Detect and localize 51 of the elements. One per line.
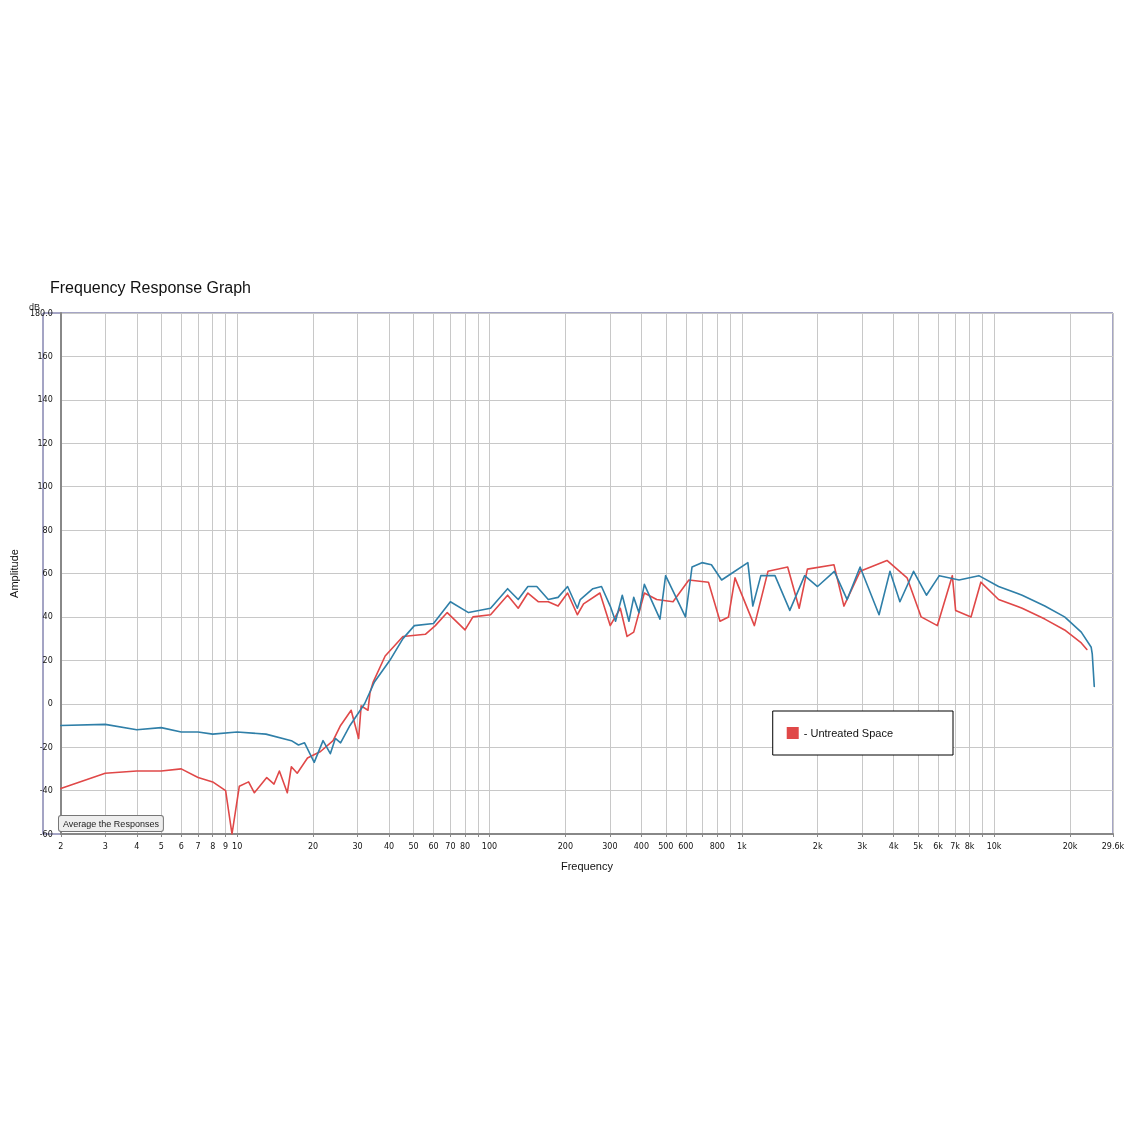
x-tick-label: 4 xyxy=(134,841,140,851)
x-tick-label: 10 xyxy=(232,841,243,851)
x-tick-label: 400 xyxy=(633,841,650,851)
chart-title: Frequency Response Graph xyxy=(50,278,251,296)
x-tick-label: 10k xyxy=(986,841,1002,851)
x-tick-label: 6k xyxy=(933,841,944,851)
x-tick-label: 60 xyxy=(428,841,439,851)
y-tick-label: 140 xyxy=(37,395,53,405)
x-tick-label: 2 xyxy=(58,841,64,851)
y-tick-label: -60 xyxy=(39,829,53,839)
x-tick-label: 1k xyxy=(736,841,747,851)
x-tick-label: 8 xyxy=(210,841,216,851)
x-tick-label: 200 xyxy=(557,841,574,851)
y-tick-label: 160 xyxy=(37,351,53,361)
x-tick-label: 20k xyxy=(1062,841,1078,851)
x-tick-label: 600 xyxy=(678,841,694,851)
x-tick-label: 20 xyxy=(308,841,319,851)
x-tick-label: 4k xyxy=(888,841,899,851)
x-tick-label: 6 xyxy=(178,841,184,851)
x-tick-label: 300 xyxy=(602,841,618,851)
y-axis-title: Amplitude xyxy=(7,549,20,598)
x-tick-label: 5k xyxy=(913,841,924,851)
x-tick-label: 7 xyxy=(195,841,201,851)
x-tick-label: 5 xyxy=(158,841,164,851)
x-tick-label: 9 xyxy=(223,841,229,851)
x-tick-label: 30 xyxy=(352,841,363,851)
annotation: Average the Responses xyxy=(63,818,160,829)
x-tick-label: 29.6k xyxy=(1101,841,1125,851)
x-axis-title: Frequency xyxy=(560,859,614,872)
y-tick-label: 40 xyxy=(42,612,53,622)
x-tick-label: 8k xyxy=(964,841,975,851)
legend-label: - Untreated Space xyxy=(803,727,894,739)
y-tick-label: 60 xyxy=(42,569,53,578)
x-tick-label: 3 xyxy=(102,841,108,851)
x-tick-label: 40 xyxy=(383,841,395,851)
y-tick-label: 20 xyxy=(42,655,53,665)
x-tick-label: 800 xyxy=(709,841,725,851)
y-tick-label: 120 xyxy=(37,438,53,448)
x-tick-label: 3k xyxy=(857,841,868,851)
y-tick-label: -20 xyxy=(39,742,53,752)
x-tick-label: 500 xyxy=(658,841,674,851)
x-tick-label: 7k xyxy=(950,841,961,851)
y-tick-label: 80 xyxy=(42,525,53,535)
x-tick-label: 100 xyxy=(481,841,498,851)
x-tick-label: 2k xyxy=(812,841,823,851)
y-tick-label: 0 xyxy=(47,699,53,709)
y-tick-label: -40 xyxy=(39,786,53,796)
x-tick-label: 70 xyxy=(445,841,456,851)
x-tick-label: 80 xyxy=(459,841,471,851)
y-tick-label: 100 xyxy=(37,482,53,492)
x-tick-label: 50 xyxy=(408,841,419,851)
